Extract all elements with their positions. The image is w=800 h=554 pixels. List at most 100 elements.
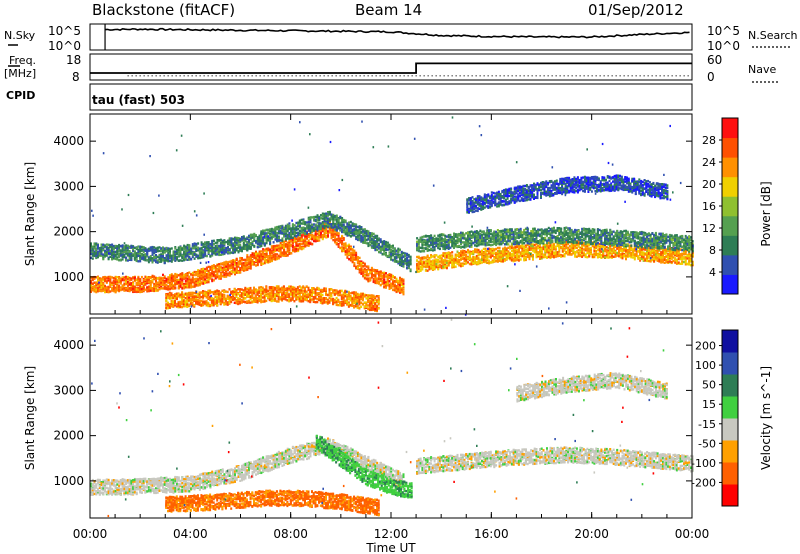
power-echo-cell — [202, 245, 205, 249]
power-echo-cell — [184, 258, 187, 261]
power-echo-cell — [325, 297, 327, 300]
power-echo-cell — [198, 274, 201, 277]
power-echo-cell — [133, 250, 136, 253]
power-echo-cell — [167, 277, 170, 281]
power-echo-cell — [251, 243, 254, 247]
power-echo-cell — [144, 278, 147, 282]
power-echo-cell — [179, 303, 182, 306]
power-echo-cell — [286, 248, 289, 251]
power-echo-cell — [102, 282, 105, 286]
power-echo-cell — [288, 246, 291, 249]
power-echo-cell — [262, 262, 265, 265]
power-echo-cell — [186, 274, 189, 277]
power-echo-cell — [93, 247, 96, 250]
power-echo-cell — [210, 299, 213, 302]
power-echo-cell — [109, 280, 112, 283]
power-echo-cell — [296, 292, 299, 296]
power-echo-cell — [383, 278, 386, 281]
power-echo-cell — [189, 291, 192, 295]
power-echo-cell — [126, 249, 129, 252]
power-echo-cell — [202, 278, 205, 282]
power-echo-cell — [286, 299, 289, 302]
power-echo-cell — [255, 264, 257, 267]
power-echo-cell — [163, 247, 166, 250]
power-echo-cell — [90, 284, 92, 287]
power-echo-cell — [121, 249, 124, 253]
power-echo-cell — [207, 241, 210, 244]
power-echo-cell — [305, 285, 308, 288]
power-echo-cell — [139, 260, 142, 263]
power-echo-cell — [133, 253, 136, 256]
power-echo-cell — [121, 287, 124, 290]
power-echo-cell — [116, 245, 119, 248]
power-echo-cell — [190, 258, 193, 261]
power-echo-cell — [277, 245, 280, 249]
power-echo-cell — [311, 235, 314, 238]
power-echo-cell — [183, 276, 186, 279]
power-echo-cell — [128, 283, 131, 286]
power-echo-cell — [183, 274, 186, 277]
power-echo-cell — [146, 282, 149, 285]
power-echo-cell — [179, 276, 182, 279]
power-echo-cell — [116, 276, 119, 279]
power-echo-cell — [353, 301, 356, 305]
power-echo-cell — [279, 244, 282, 247]
power-echo-cell — [363, 274, 366, 277]
power-echo-cell — [332, 229, 335, 232]
power-echo-cell — [279, 253, 282, 257]
power-echo-cell — [276, 253, 279, 256]
power-echo-cell — [256, 238, 259, 241]
power-echo-cell — [351, 248, 354, 252]
power-echo-cell — [114, 290, 117, 294]
power-echo-cell — [91, 285, 94, 289]
power-echo-cell — [104, 277, 106, 280]
power-echo-cell — [200, 299, 203, 302]
power-echo-cell — [146, 276, 149, 279]
power-echo-cell — [216, 271, 219, 274]
power-echo-cell — [170, 297, 173, 300]
power-echo-cell — [267, 261, 270, 264]
power-echo-cell — [314, 295, 317, 298]
power-echo-cell — [265, 241, 268, 245]
power-echo-cell — [209, 268, 212, 271]
power-echo-cell — [162, 283, 164, 287]
power-echo-cell — [268, 286, 271, 289]
beam-title: Beam 14 — [355, 1, 423, 19]
power-echo-cell — [140, 254, 143, 257]
power-echo-cell — [165, 258, 168, 262]
power-echo-cell — [286, 241, 289, 244]
power-echo-cell — [179, 250, 182, 253]
power-echo-cell — [172, 285, 175, 288]
power-echo-cell — [186, 303, 189, 306]
power-echo-cell — [295, 237, 298, 241]
power-echo-cell — [272, 247, 275, 250]
power-echo-cell — [300, 289, 303, 292]
power-echo-cell — [172, 250, 175, 253]
power-echo-cell — [193, 298, 196, 301]
power-echo-cell — [170, 274, 173, 278]
power-echo-cell — [112, 244, 115, 248]
power-echo-cell — [239, 300, 241, 303]
power-echo-cell — [302, 300, 305, 303]
power-echo-cell — [153, 276, 156, 280]
power-echo-cell — [274, 295, 277, 299]
power-echo-cell — [356, 296, 359, 299]
power-echo-cell — [237, 271, 240, 274]
power-echo-cell — [269, 236, 272, 240]
power-echo-cell — [174, 282, 177, 285]
power-echo-cell — [232, 259, 235, 262]
power-echo-cell — [216, 264, 219, 267]
power-echo-cell — [309, 289, 312, 292]
date-title: 01/Sep/2012 — [588, 1, 684, 19]
power-echo-cell — [288, 243, 291, 246]
power-echo-cell — [218, 263, 221, 266]
power-echo-cell — [402, 282, 405, 285]
power-echo-cell — [283, 246, 286, 249]
power-echo-cell — [330, 298, 333, 301]
power-echo-cell — [323, 234, 326, 237]
power-echo-cell — [281, 291, 284, 294]
power-echo-cell — [328, 290, 331, 294]
power-echo-cell — [126, 287, 129, 290]
power-echo-cell — [123, 283, 126, 287]
noise-right-tick-low: 10^0 — [707, 39, 740, 53]
